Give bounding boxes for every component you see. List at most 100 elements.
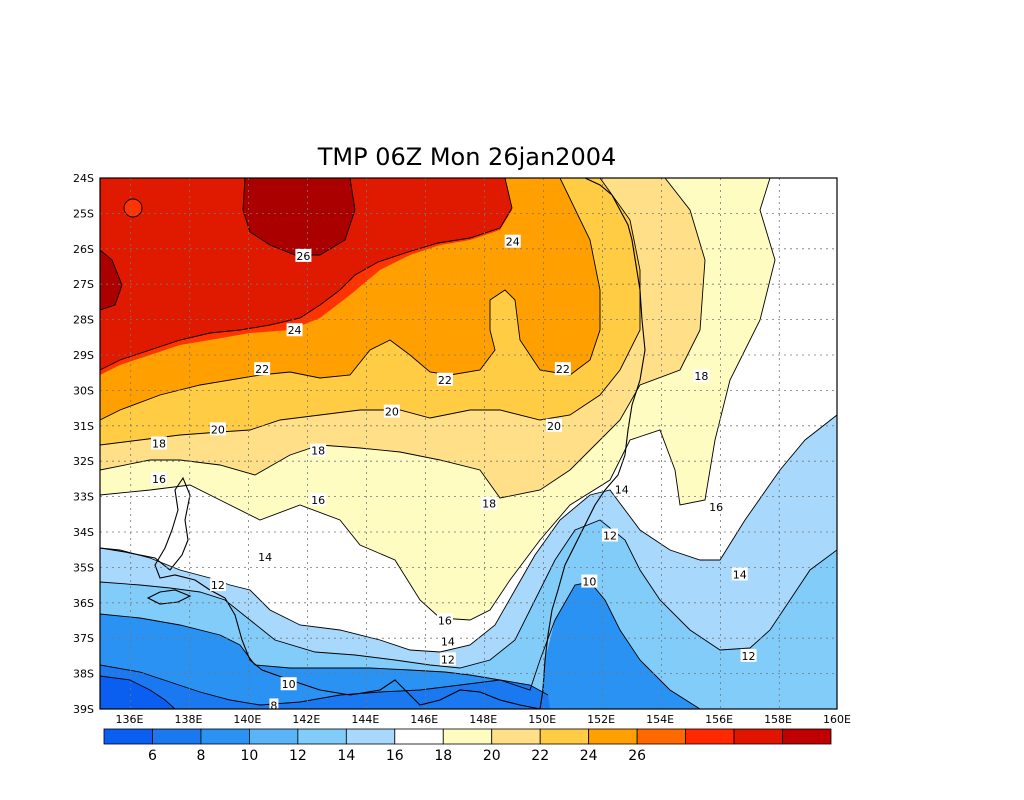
colorbar-swatch (636, 728, 687, 745)
contour-6 (100, 675, 176, 709)
plot-frame (99, 177, 838, 710)
contour-16 (100, 178, 776, 621)
band-gt24 (100, 178, 512, 370)
colorbar-swatch (297, 728, 347, 745)
contour-label: 18 (694, 370, 708, 383)
contour-label: 14 (258, 551, 272, 564)
contour-label: 18 (482, 498, 496, 511)
contour-label-bg (383, 404, 400, 418)
band-8-10-west (100, 614, 545, 709)
lon-tick-label: 146E (410, 713, 438, 726)
colorbar-label: 12 (289, 748, 307, 764)
contour-label: 20 (547, 420, 561, 433)
colorbar-swatch (782, 728, 832, 745)
contour-label-bg (254, 362, 271, 376)
lat-tick-label: 29S (73, 349, 94, 362)
contour-label: 16 (438, 615, 452, 628)
colorbar-swatch (733, 728, 783, 745)
lon-tick-label: 150E (528, 713, 556, 726)
colorbar-swatch (491, 728, 541, 745)
colorbar-swatch (152, 728, 202, 745)
contour-label: 14 (441, 636, 455, 649)
lat-tick-label: 37S (73, 632, 94, 645)
contour-label-bg (209, 422, 226, 436)
coastline-spencer-gulf (146, 589, 192, 605)
colorbar-label: 10 (240, 748, 258, 764)
lat-tick-label: 33S (73, 491, 94, 504)
colorbar-label: 8 (196, 748, 205, 764)
contour-label-bg (209, 578, 226, 592)
latitude-axis: 24S 25S 26S 27S 28S 29S 30S 31S 32S 33S 34S 35S 36S 3… (73, 172, 94, 716)
contour-8 (100, 664, 549, 706)
coastline (100, 178, 646, 709)
colorbar-swatch (394, 728, 444, 745)
contour-label-bg (613, 482, 630, 496)
colorbar-label: 26 (628, 748, 646, 764)
contour-26 (242, 178, 356, 256)
contour-label: 16 (152, 473, 166, 486)
lon-tick-label: 142E (292, 713, 320, 726)
lon-tick-label: 136E (116, 713, 144, 726)
lat-tick-label: 25S (73, 207, 94, 220)
lon-tick-label: 152E (587, 713, 615, 726)
contour-label: 12 (603, 530, 617, 543)
coastline-east-australia (539, 178, 646, 709)
lat-tick-label: 35S (73, 561, 94, 574)
band-gt26 (243, 178, 355, 255)
lon-tick-label: 140E (233, 713, 261, 726)
colorbar-swatch (588, 728, 638, 745)
contour-label-bg (310, 443, 327, 457)
colorbar-swatch (103, 728, 153, 745)
contour-label-bg (439, 652, 456, 666)
contour-24 (100, 178, 513, 371)
temperature-fill (100, 178, 837, 709)
map-title: TMP 06Z Mon 26jan2004 (317, 143, 617, 171)
contour-blob (123, 198, 143, 218)
lat-tick-label: 34S (73, 526, 94, 539)
contour-label: 18 (311, 445, 325, 458)
contour-label: 12 (441, 653, 455, 666)
colorbar-label: 22 (531, 748, 549, 764)
colorbar-label: 24 (580, 748, 598, 764)
contour-label-bg (439, 634, 456, 648)
contour-label-bg (280, 677, 297, 691)
colorbar-swatch (442, 728, 493, 745)
contour-label-bg (436, 613, 453, 627)
contour-label-bg (150, 436, 167, 450)
colorbar-label: 14 (337, 748, 355, 764)
lon-tick-label: 158E (764, 713, 792, 726)
contour-label-bg (693, 369, 710, 383)
contour-label: 14 (615, 484, 629, 497)
contour-label: 12 (742, 650, 756, 663)
colorbar: 6 8 10 12 14 16 18 20 22 24 26 (103, 728, 832, 764)
band-10-12 (100, 520, 837, 709)
contour-label-bg (581, 574, 598, 588)
lat-tick-label: 31S (73, 420, 94, 433)
contour-label: 24 (506, 236, 520, 249)
lat-tick-label: 24S (73, 172, 94, 185)
contour-label: 10 (282, 678, 296, 691)
coastline-south-australia (100, 476, 541, 709)
contour-label: 16 (311, 494, 325, 507)
lon-tick-label: 160E (823, 713, 851, 726)
contour-label-bg (286, 323, 303, 337)
colorbar-label: 20 (483, 748, 501, 764)
contour-12 (100, 519, 837, 669)
warm-blob (124, 199, 142, 217)
lat-tick-label: 32S (73, 455, 94, 468)
contour-24-west (100, 249, 123, 311)
contour-18 (100, 178, 706, 499)
lon-tick-label: 148E (469, 713, 497, 726)
contour-label: 18 (152, 438, 166, 451)
lat-tick-label: 39S (73, 703, 94, 716)
contour-label-bg (481, 496, 498, 510)
lat-tick-label: 26S (73, 243, 94, 256)
colorbar-label: 18 (434, 748, 452, 764)
contour-label: 22 (255, 363, 269, 376)
contour-label: 22 (438, 374, 452, 387)
contour-label: 12 (211, 579, 225, 592)
colorbar-label: 6 (148, 748, 157, 764)
contour-label-bg (310, 493, 327, 507)
longitude-axis: 136E 138E 140E 142E 144E 146E 148E 150E 152E 154E… (116, 713, 852, 726)
contour-label: 14 (733, 568, 747, 581)
